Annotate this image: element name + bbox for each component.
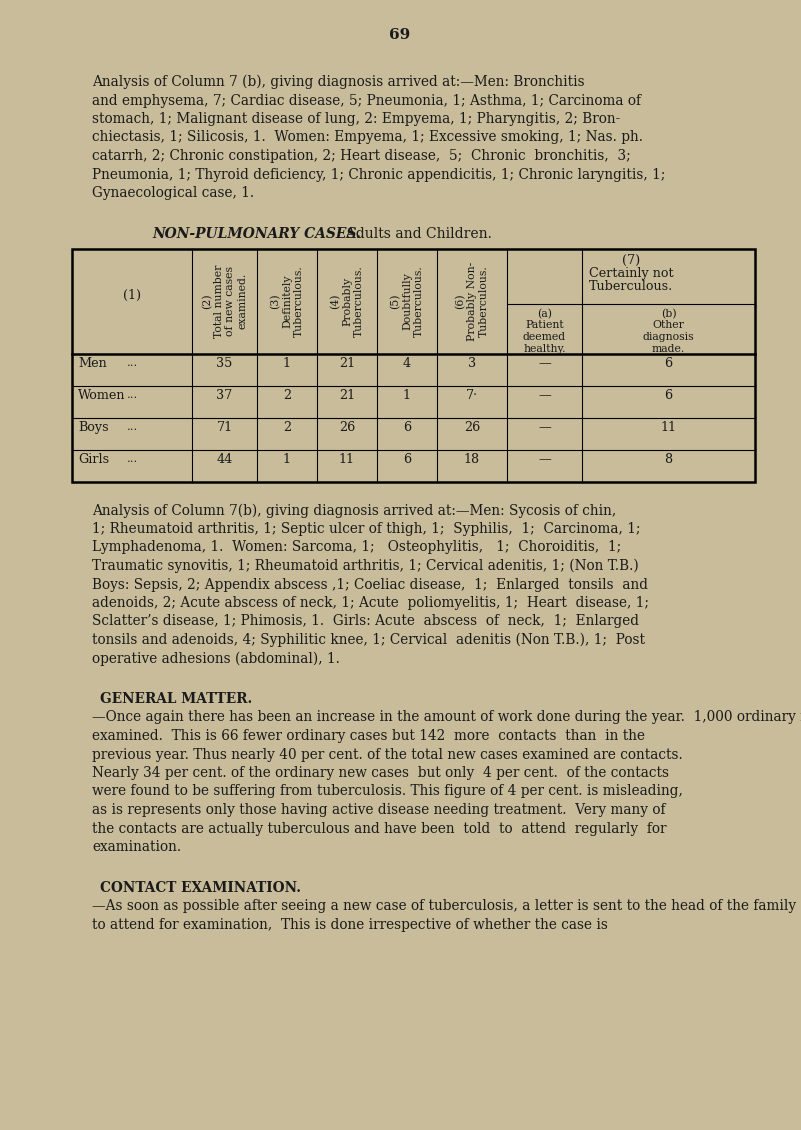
- Text: 1; Rheumatoid arthritis, 1; Septic ulcer of thigh, 1;  Syphilis,  1;  Carcinoma,: 1; Rheumatoid arthritis, 1; Septic ulcer…: [92, 522, 641, 536]
- Text: ...: ...: [127, 391, 139, 400]
- Text: —: —: [538, 357, 551, 370]
- Text: 11: 11: [661, 421, 677, 434]
- Text: catarrh, 2; Chronic constipation, 2; Heart disease,  5;  Chronic  bronchitis,  3: catarrh, 2; Chronic constipation, 2; Hea…: [92, 149, 630, 163]
- Text: 2: 2: [283, 421, 291, 434]
- Text: 2: 2: [283, 389, 291, 402]
- Text: ...: ...: [127, 358, 139, 368]
- Text: examination.: examination.: [92, 840, 181, 854]
- Text: (1): (1): [123, 288, 141, 302]
- Text: 6: 6: [403, 421, 411, 434]
- Text: Tuberculous.: Tuberculous.: [589, 279, 673, 293]
- Text: 18: 18: [464, 453, 480, 466]
- Text: 7·: 7·: [466, 389, 478, 402]
- Bar: [72, 249, 755, 481]
- Text: Certainly not: Certainly not: [589, 267, 674, 279]
- Text: and emphysema, 7; Cardiac disease, 5; Pneumonia, 1; Asthma, 1; Carcinoma of: and emphysema, 7; Cardiac disease, 5; Pn…: [92, 94, 641, 107]
- Text: 35: 35: [216, 357, 232, 370]
- Text: the contacts are actually tuberculous and have been  told  to  attend  regularly: the contacts are actually tuberculous an…: [92, 822, 666, 835]
- Text: 6: 6: [665, 357, 673, 370]
- Text: 4: 4: [403, 357, 411, 370]
- Text: (6)
Probably Non-
Tuberculous.: (6) Probably Non- Tuberculous.: [455, 261, 489, 340]
- Text: 3: 3: [468, 357, 476, 370]
- Text: CONTACT EXAMINATION.: CONTACT EXAMINATION.: [100, 880, 301, 895]
- Text: examined.  This is 66 fewer ordinary cases but 142  more  contacts  than  in the: examined. This is 66 fewer ordinary case…: [92, 729, 645, 744]
- Text: —: —: [538, 389, 551, 402]
- Text: (b)
Other
diagnosis
made.: (b) Other diagnosis made.: [642, 308, 694, 354]
- Text: 26: 26: [464, 421, 480, 434]
- Text: —Once again there has been an increase in the amount of work done during the yea: —Once again there has been an increase i…: [92, 711, 801, 724]
- Text: 1: 1: [403, 389, 411, 402]
- Text: (3)
Definitely
Tuberculous.: (3) Definitely Tuberculous.: [270, 266, 304, 337]
- Text: 1: 1: [283, 357, 291, 370]
- Text: adenoids, 2; Acute abscess of neck, 1; Acute  poliomyelitis, 1;  Heart  disease,: adenoids, 2; Acute abscess of neck, 1; A…: [92, 596, 649, 610]
- Text: (7): (7): [622, 253, 640, 267]
- Text: Gynaecological case, 1.: Gynaecological case, 1.: [92, 186, 254, 200]
- Text: —: —: [538, 421, 551, 434]
- Text: 21: 21: [339, 357, 355, 370]
- Text: Girls: Girls: [78, 453, 109, 466]
- Text: as is represents only those having active disease needing treatment.  Very many : as is represents only those having activ…: [92, 803, 666, 817]
- Text: Pneumonia, 1; Thyroid deficiency, 1; Chronic appendicitis, 1; Chronic laryngitis: Pneumonia, 1; Thyroid deficiency, 1; Chr…: [92, 167, 666, 182]
- Text: Boys: Sepsis, 2; Appendix abscess ,1; Coeliac disease,  1;  Enlarged  tonsils  a: Boys: Sepsis, 2; Appendix abscess ,1; Co…: [92, 577, 648, 591]
- Text: NON-PULMONARY CASES.: NON-PULMONARY CASES.: [152, 226, 361, 241]
- Text: 21: 21: [339, 389, 355, 402]
- Text: Sclatter’s disease, 1; Phimosis, 1.  Girls: Acute  abscess  of  neck,  1;  Enlar: Sclatter’s disease, 1; Phimosis, 1. Girl…: [92, 615, 639, 628]
- Text: GENERAL MATTER.: GENERAL MATTER.: [100, 692, 252, 706]
- Text: (5)
Doubtfully
Tuberculous.: (5) Doubtfully Tuberculous.: [390, 266, 424, 337]
- Text: tonsils and adenoids, 4; Syphilitic knee, 1; Cervical  adenitis (Non T.B.), 1;  : tonsils and adenoids, 4; Syphilitic knee…: [92, 633, 645, 647]
- Text: (4)
Probably
Tuberculous.: (4) Probably Tuberculous.: [330, 266, 364, 337]
- Text: 6: 6: [403, 453, 411, 466]
- Text: operative adhesions (abdominal), 1.: operative adhesions (abdominal), 1.: [92, 652, 340, 666]
- Text: Nearly 34 per cent. of the ordinary new cases  but only  4 per cent.  of the con: Nearly 34 per cent. of the ordinary new …: [92, 766, 669, 780]
- Text: 37: 37: [216, 389, 232, 402]
- Text: —As soon as possible after seeing a new case of tuberculosis, a letter is sent t: —As soon as possible after seeing a new …: [92, 899, 801, 913]
- Text: Analysis of Column 7(b), giving diagnosis arrived at:—Men: Sycosis of chin,: Analysis of Column 7(b), giving diagnosi…: [92, 504, 616, 518]
- Text: were found to be suffering from tuberculosis. This figure of 4 per cent. is misl: were found to be suffering from tubercul…: [92, 784, 683, 799]
- Text: 8: 8: [665, 453, 673, 466]
- Text: stomach, 1; Malignant disease of lung, 2: Empyema, 1; Pharyngitis, 2; Bron-: stomach, 1; Malignant disease of lung, 2…: [92, 112, 620, 127]
- Text: ...: ...: [127, 423, 139, 433]
- Text: Women: Women: [78, 389, 126, 402]
- Text: ...: ...: [127, 454, 139, 464]
- Text: Adults and Children.: Adults and Children.: [337, 226, 492, 241]
- Text: to attend for examination,  This is done irrespective of whether the case is: to attend for examination, This is done …: [92, 918, 608, 931]
- Text: 26: 26: [339, 421, 355, 434]
- Text: 6: 6: [665, 389, 673, 402]
- Text: 69: 69: [389, 28, 411, 42]
- Text: 44: 44: [216, 453, 232, 466]
- Text: (a)
Patient
deemed
healthy.: (a) Patient deemed healthy.: [523, 308, 566, 354]
- Text: previous year. Thus nearly 40 per cent. of the total new cases examined are cont: previous year. Thus nearly 40 per cent. …: [92, 748, 682, 762]
- Text: —: —: [538, 453, 551, 466]
- Text: chiectasis, 1; Silicosis, 1.  Women: Empyema, 1; Excessive smoking, 1; Nas. ph.: chiectasis, 1; Silicosis, 1. Women: Empy…: [92, 130, 643, 145]
- Text: Men: Men: [78, 357, 107, 370]
- Text: Lymphadenoma, 1.  Women: Sarcoma, 1;   Osteophylitis,   1;  Choroiditis,  1;: Lymphadenoma, 1. Women: Sarcoma, 1; Oste…: [92, 540, 622, 555]
- Text: 1: 1: [283, 453, 291, 466]
- Text: Traumatic synovitis, 1; Rheumatoid arthritis, 1; Cervical adenitis, 1; (Non T.B.: Traumatic synovitis, 1; Rheumatoid arthr…: [92, 559, 638, 573]
- Text: 11: 11: [339, 453, 355, 466]
- Text: Boys: Boys: [78, 421, 109, 434]
- Text: (2)
Total number
of new cases
examined.: (2) Total number of new cases examined.: [202, 264, 247, 338]
- Text: Analysis of Column 7 (b), giving diagnosis arrived at:—Men: Bronchitis: Analysis of Column 7 (b), giving diagnos…: [92, 75, 585, 89]
- Text: 71: 71: [216, 421, 232, 434]
